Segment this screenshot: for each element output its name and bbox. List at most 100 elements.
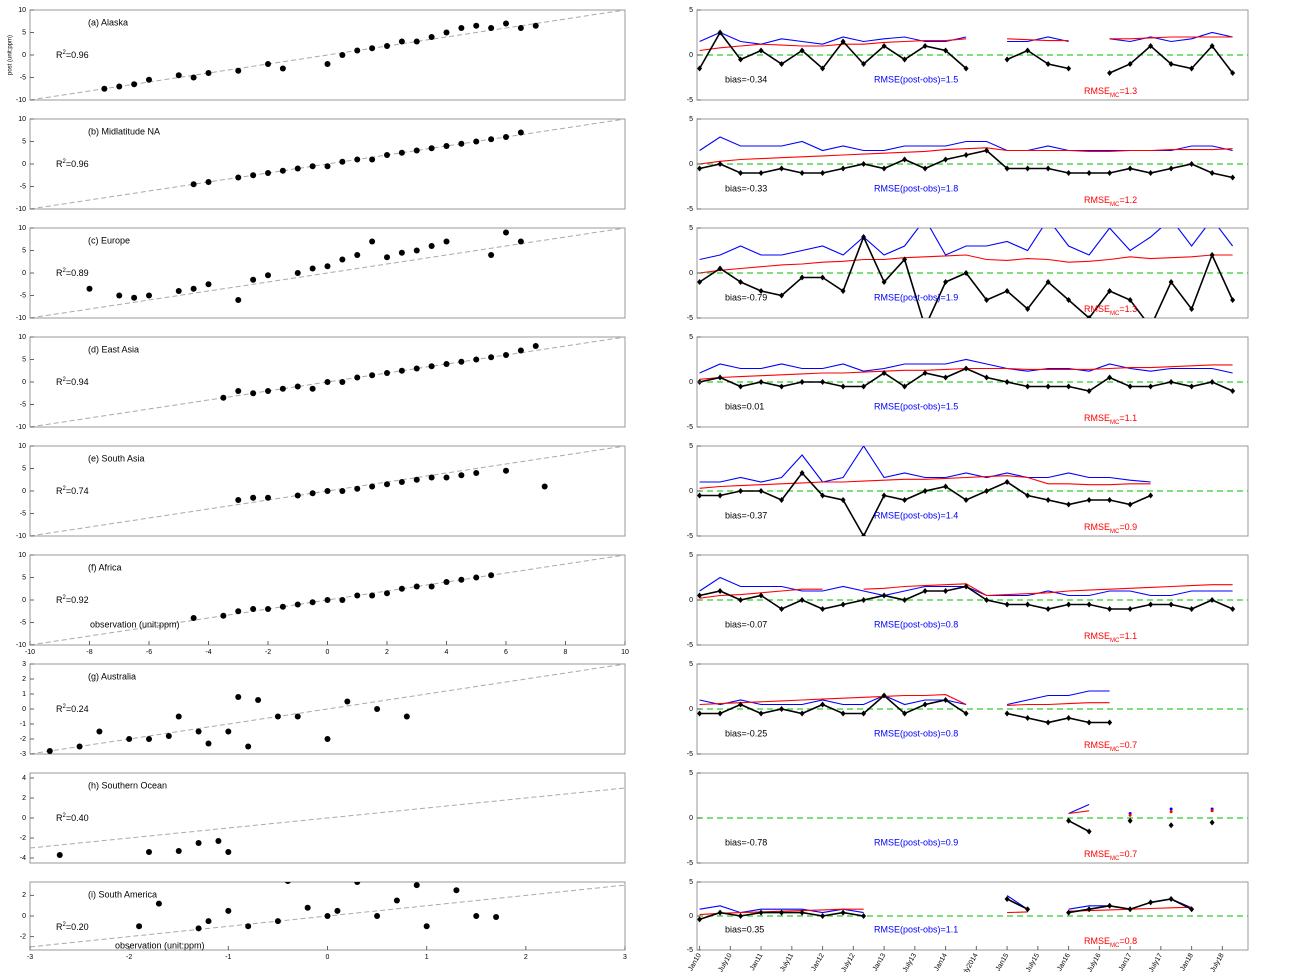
axis-annotation: observation (unit:ppm) bbox=[90, 619, 180, 629]
y-tick-label: -10 bbox=[16, 424, 26, 431]
x-tick-label: July18 bbox=[1210, 952, 1226, 972]
rmse-label: RMSE(post-obs)=0.9 bbox=[874, 837, 958, 847]
x-tick-label: 0 bbox=[326, 954, 330, 961]
point bbox=[443, 238, 450, 245]
diamond-marker bbox=[1168, 61, 1174, 67]
diamond-marker bbox=[1127, 297, 1133, 303]
point bbox=[274, 918, 281, 925]
series-line bbox=[1069, 805, 1213, 814]
rmse-label: RMSE(post-obs)=1.5 bbox=[874, 401, 958, 411]
diamond-marker bbox=[1148, 170, 1154, 176]
diamond-marker bbox=[1004, 710, 1010, 717]
point bbox=[413, 583, 420, 590]
r2-part: 2 bbox=[63, 268, 67, 274]
diamond-marker bbox=[881, 43, 887, 49]
point bbox=[245, 743, 252, 750]
diamond-marker bbox=[1025, 47, 1031, 54]
x-tick-label: July2014 bbox=[960, 952, 980, 972]
point bbox=[205, 281, 212, 288]
point bbox=[116, 83, 123, 90]
diamond-marker bbox=[1148, 324, 1153, 330]
diamond-marker bbox=[881, 165, 887, 172]
diamond-marker bbox=[1107, 374, 1113, 381]
y-tick-label: -5 bbox=[687, 751, 693, 758]
point bbox=[532, 22, 539, 29]
diamond-marker bbox=[1189, 161, 1195, 167]
y-tick-label: 1 bbox=[22, 691, 26, 698]
x-tick-label: Jan16 bbox=[1056, 952, 1072, 972]
diamond-marker bbox=[1168, 279, 1174, 285]
point bbox=[354, 47, 361, 54]
axis-annotation: observation (unit:ppm) bbox=[115, 940, 205, 950]
plot-area bbox=[697, 29, 1248, 76]
x-tick-label: Jan14 bbox=[933, 952, 949, 972]
diamond-marker bbox=[799, 170, 805, 176]
point bbox=[384, 254, 390, 261]
point bbox=[309, 599, 316, 606]
diamond-marker bbox=[861, 710, 867, 717]
point bbox=[354, 374, 361, 381]
diamond-marker bbox=[943, 47, 949, 54]
x-tick-label: -1 bbox=[225, 954, 231, 961]
r2-label: R2=0.40 bbox=[56, 813, 89, 824]
x-tick-label: Jan18 bbox=[1179, 952, 1195, 972]
diamond-marker bbox=[840, 909, 846, 916]
diamond-marker bbox=[1066, 297, 1072, 303]
point bbox=[101, 85, 108, 92]
diamond-marker bbox=[1066, 715, 1072, 721]
point bbox=[76, 743, 83, 750]
point bbox=[503, 229, 509, 236]
y-tick-label: 3 bbox=[22, 661, 26, 668]
y-tick-label: -2 bbox=[20, 736, 26, 743]
plot-area bbox=[30, 446, 625, 536]
point bbox=[294, 713, 301, 720]
diamond-marker bbox=[1127, 906, 1133, 913]
y-tick-label: -10 bbox=[16, 206, 26, 213]
point bbox=[473, 913, 480, 919]
point bbox=[339, 52, 346, 58]
r2-part: =0.89 bbox=[66, 268, 89, 278]
point bbox=[250, 276, 257, 283]
x-tick-label: -4 bbox=[205, 649, 211, 656]
point bbox=[96, 728, 103, 735]
point bbox=[279, 385, 286, 392]
y-tick-label: 0 bbox=[22, 706, 26, 713]
y-tick-label: 0 bbox=[22, 815, 26, 822]
bias-label: bias=-0.33 bbox=[725, 183, 767, 193]
r2-label: R2=0.20 bbox=[56, 922, 89, 933]
rmse-mc-part: MC bbox=[1110, 93, 1120, 99]
r2-label: R2=0.94 bbox=[56, 377, 89, 388]
diamond-marker bbox=[799, 379, 805, 385]
diamond-marker bbox=[779, 383, 785, 390]
point bbox=[503, 467, 509, 474]
rmse-mc-part: =0.7 bbox=[1119, 849, 1137, 859]
point bbox=[339, 158, 346, 165]
diamond-marker bbox=[984, 374, 990, 381]
rmse-mc-part: MC bbox=[1110, 638, 1120, 644]
point bbox=[517, 129, 524, 136]
diamond-marker bbox=[1086, 388, 1092, 394]
diamond-marker bbox=[963, 710, 969, 717]
x-tick-label: July10 bbox=[717, 952, 733, 972]
r2-label: R2=0.92 bbox=[56, 595, 89, 606]
diamond-marker bbox=[1209, 252, 1215, 258]
diamond-marker bbox=[758, 47, 764, 54]
diamond-marker bbox=[1045, 383, 1051, 390]
r2-part: R bbox=[56, 813, 63, 823]
y-axis-label: post (unit:ppm) bbox=[8, 35, 14, 75]
x-tick-label: Jan12 bbox=[810, 952, 826, 972]
x-tick-label: July15 bbox=[1025, 952, 1041, 972]
diamond-marker bbox=[963, 497, 969, 503]
point bbox=[413, 38, 420, 45]
diamond-marker bbox=[758, 379, 764, 385]
r2-label: R2=0.24 bbox=[56, 704, 89, 715]
r2-part: 2 bbox=[63, 50, 67, 56]
r2-part: R bbox=[56, 595, 63, 605]
point bbox=[294, 383, 301, 390]
y-tick-label: -5 bbox=[687, 860, 693, 867]
diamond-marker bbox=[697, 279, 703, 285]
diamond-marker bbox=[922, 165, 928, 172]
rmse-label: RMSE(post-obs)=1.4 bbox=[874, 510, 958, 520]
bias-label: bias=-0.34 bbox=[725, 74, 767, 84]
diamond-marker bbox=[943, 697, 949, 703]
